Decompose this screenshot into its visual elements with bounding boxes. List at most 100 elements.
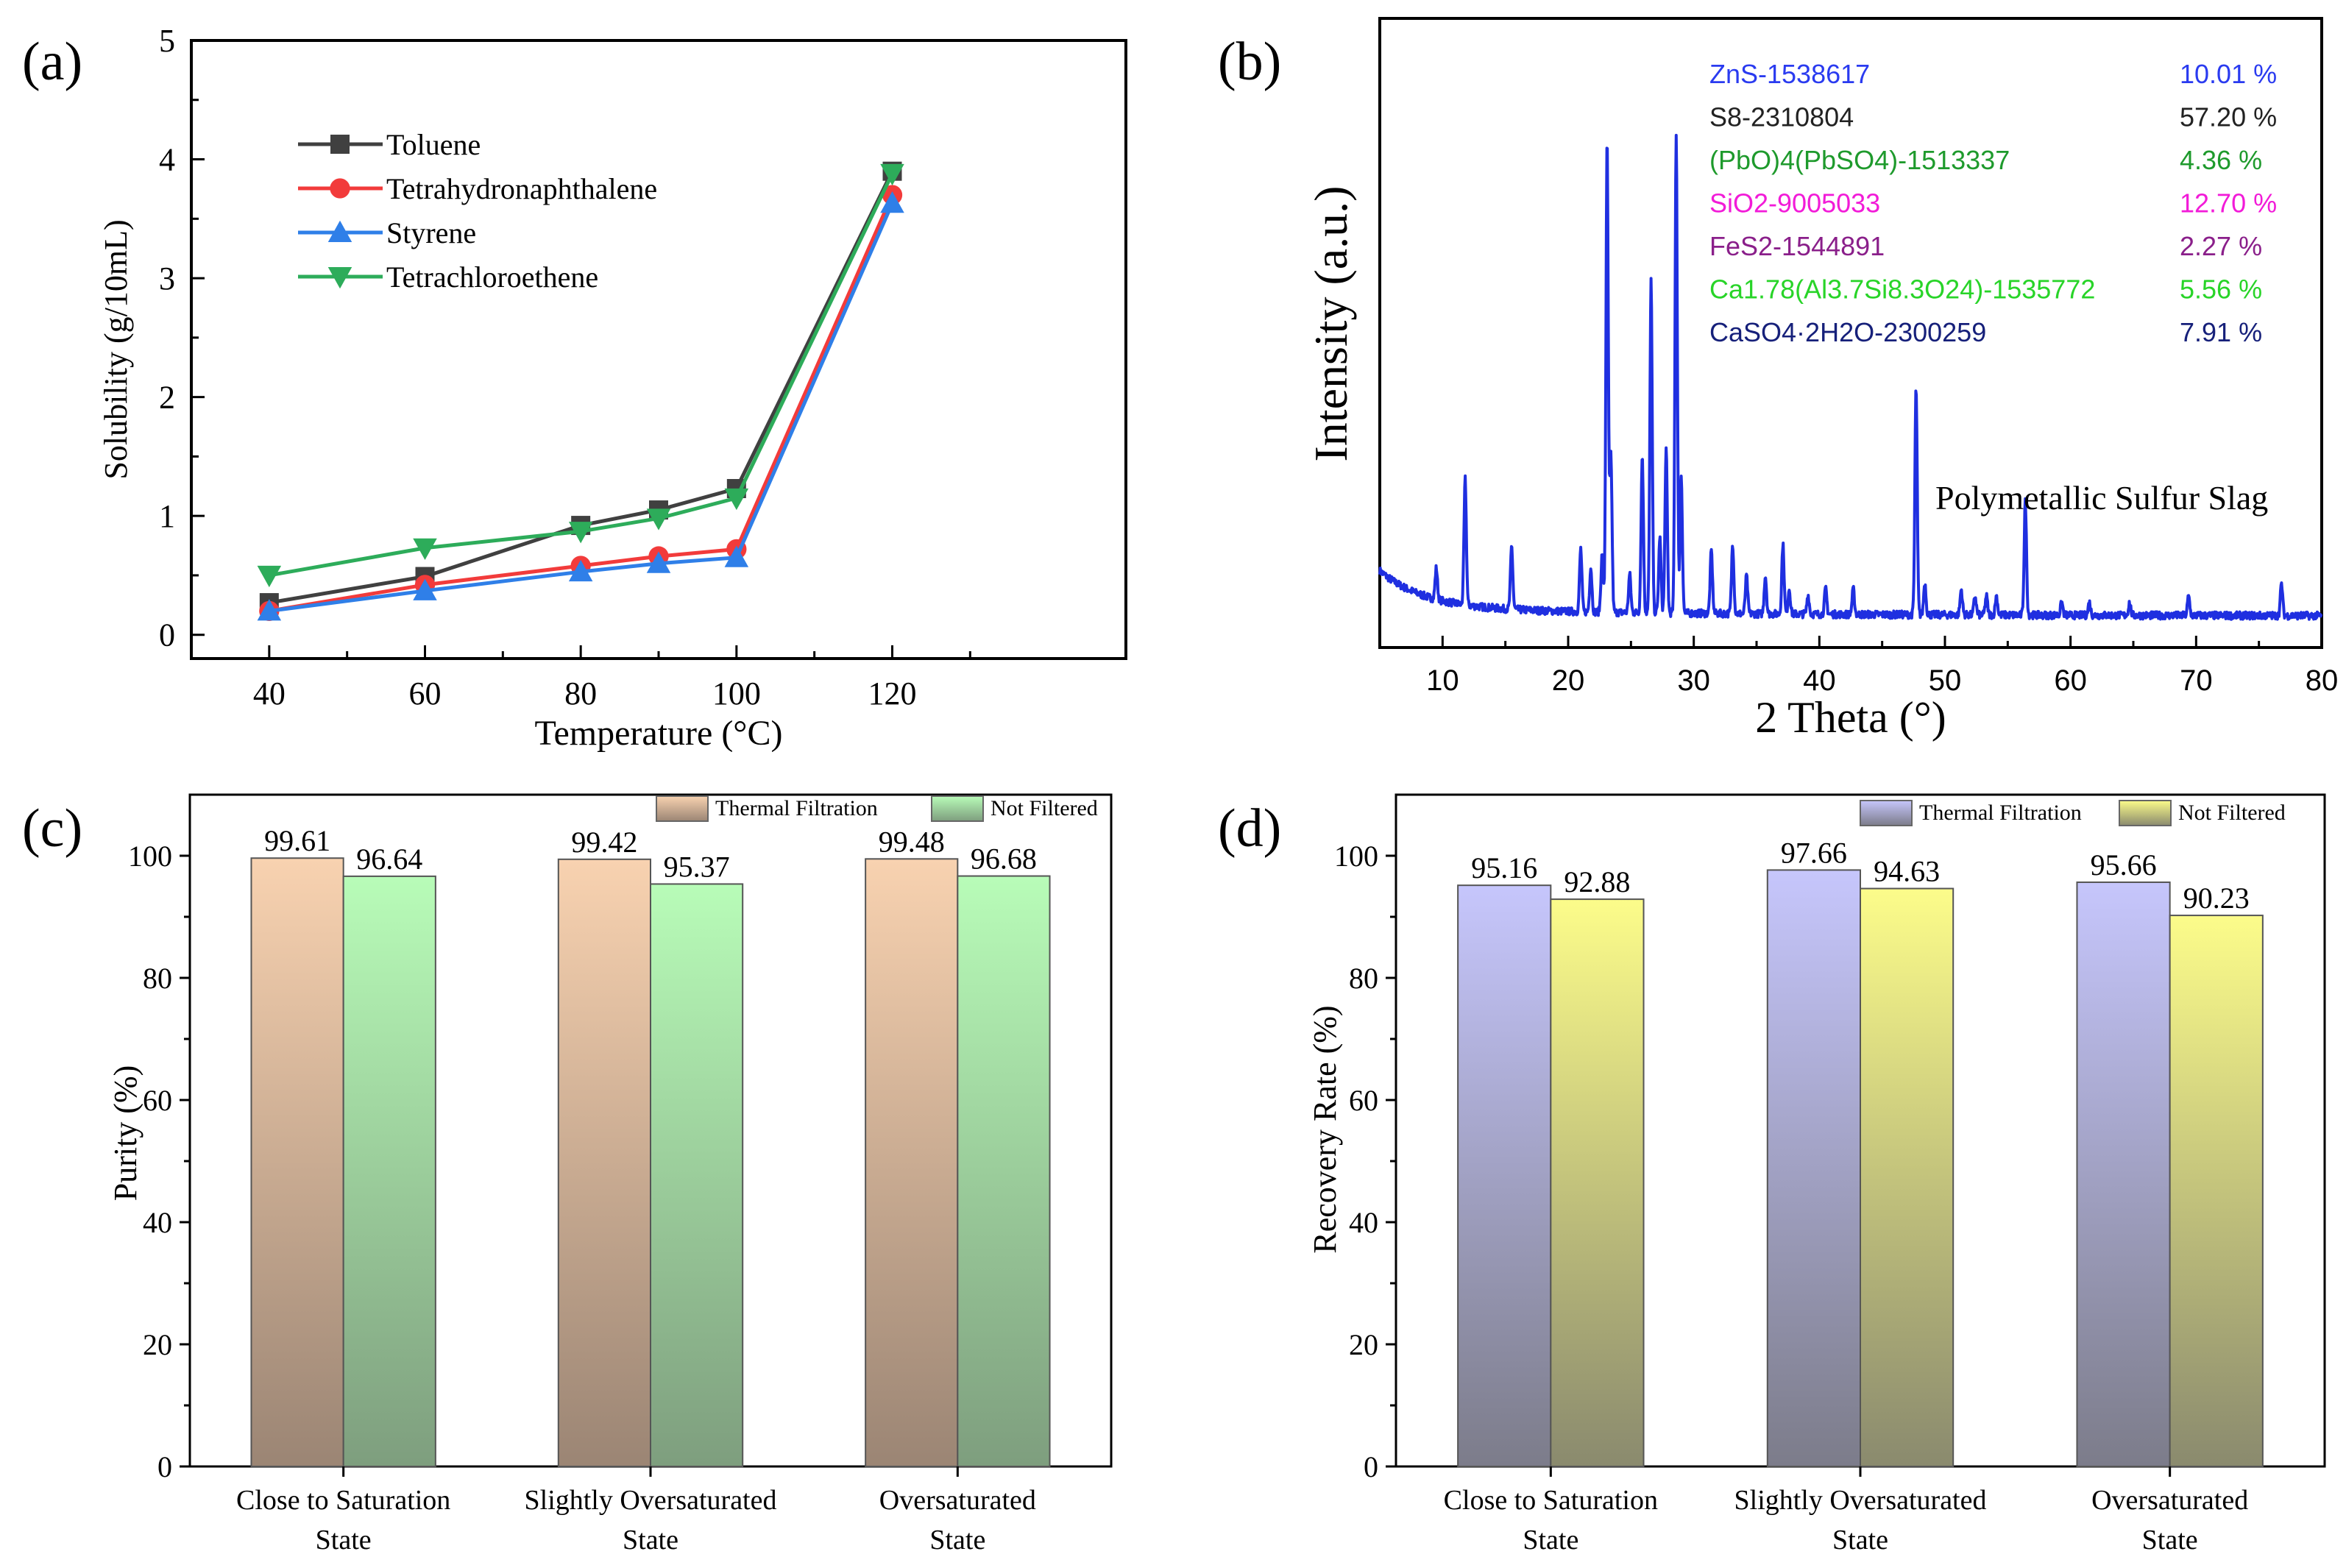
panel-b-label: (b)	[1218, 32, 1281, 92]
bar-value-label: 99.42	[571, 826, 637, 859]
x-tick-label: 120	[868, 675, 917, 712]
bar	[2076, 881, 2171, 1467]
data-point-marker	[646, 508, 671, 531]
phase-label: FeS2-1544891	[1709, 231, 1885, 261]
series-line	[269, 194, 894, 613]
bar-group: 99.48	[865, 825, 959, 1468]
bar-group: 96.64	[342, 842, 436, 1467]
y-tick-label: 80	[1349, 962, 1378, 995]
bar-value-label: 99.61	[264, 824, 330, 857]
data-point-marker	[330, 135, 350, 154]
x-tick-label: 60	[2054, 664, 2087, 697]
bar	[342, 875, 436, 1467]
legend-entry: Tetrahydronaphthalene	[298, 172, 657, 205]
plot-series	[257, 161, 904, 622]
y-axis-label: Recovery Rate (%)	[1307, 1005, 1343, 1253]
phase-list: ZnS-1538617 10.01 % S8-2310804 57.20 % (PbO)…	[1709, 59, 2277, 347]
series-line	[269, 202, 894, 613]
x-tick-label-line1: Slightly Oversaturated	[525, 1485, 777, 1516]
phase-label: SiO2-9005033	[1709, 188, 1880, 219]
phase-percentage: 2.27 %	[2180, 231, 2262, 261]
bar	[957, 875, 1051, 1467]
bar-value-label: 95.37	[664, 850, 730, 883]
x-tick-label: 20	[1552, 664, 1585, 697]
legend: Thermal Filtration Not Filtered	[1860, 800, 2286, 826]
y-tick-label: 0	[157, 1450, 172, 1483]
x-tick-label-line1: Oversaturated	[879, 1485, 1036, 1516]
bar-value-label: 99.48	[879, 825, 945, 858]
x-axis-label: 2 Theta (°)	[1755, 693, 1946, 742]
legend-entry: Tetrachloroethene	[298, 260, 598, 294]
phase-entry: S8-2310804 57.20 %	[1709, 102, 2277, 132]
data-point-marker	[568, 559, 593, 582]
bar	[650, 883, 744, 1467]
bar-group: 99.61	[250, 824, 344, 1468]
legend-swatch	[656, 795, 709, 822]
phase-entry: ZnS-1538617 10.01 %	[1709, 59, 2277, 89]
y-tick-label: 100	[128, 840, 172, 873]
data-point-marker	[413, 578, 437, 600]
y-axis-label: Intensity (a.u.)	[1305, 186, 1357, 462]
y-tick-label: 40	[1349, 1206, 1378, 1239]
phase-entry: Ca1.78(Al3.7Si8.3O24)-1535772 5.56 %	[1709, 274, 2262, 305]
y-tick-label: 60	[1349, 1084, 1378, 1117]
data-point-marker	[568, 522, 593, 544]
x-axis-ticks: 40 60 80 100 120	[253, 645, 971, 712]
legend-entry: Thermal Filtration	[1860, 800, 2082, 826]
phase-percentage: 12.70 %	[2180, 188, 2277, 219]
bar-value-label: 96.64	[356, 842, 422, 876]
legend-entry: Toluene	[298, 128, 481, 161]
legend-swatch	[931, 795, 984, 822]
legend-entry: Styrene	[298, 216, 476, 249]
data-point-marker	[257, 565, 282, 588]
legend-label: Not Filtered	[991, 796, 1098, 820]
data-point-marker	[880, 191, 904, 213]
x-tick-label: 80	[2306, 664, 2339, 697]
x-axis-ticks: Close to Saturation State Slightly Oversat…	[236, 1466, 1036, 1555]
y-tick-label: 80	[143, 962, 172, 995]
x-tick-label: 40	[253, 675, 286, 712]
y-axis-ticks: 0 20 40 60 80 100	[1334, 840, 1396, 1483]
data-point-marker	[724, 545, 749, 567]
y-tick-label: 40	[143, 1206, 172, 1239]
panel-d-chart: 95.16 92.88 97.66 94.63 95.66 90.23 0 20 40 60 80…	[1307, 793, 2326, 1555]
bar	[250, 857, 344, 1468]
phase-percentage: 5.56 %	[2180, 274, 2262, 305]
legend-label: Thermal Filtration	[1919, 801, 2082, 825]
bar-group: 95.37	[650, 850, 744, 1467]
y-tick-label: 20	[1349, 1328, 1378, 1361]
y-tick-label: 100	[1334, 840, 1378, 873]
x-tick-label: 50	[1929, 664, 1962, 697]
x-tick-label: 10	[1426, 664, 1459, 697]
panel-c-label: (c)	[22, 798, 82, 859]
series-tetrachloroethene	[257, 163, 904, 588]
x-tick-label: 80	[564, 675, 597, 712]
phase-entry: SiO2-9005033 12.70 %	[1709, 188, 2277, 219]
x-tick-label: 60	[409, 675, 442, 712]
legend-swatch	[2119, 800, 2172, 826]
phase-entry: CaSO4·2H2O-2300259 7.91 %	[1709, 317, 2262, 347]
y-axis-ticks: 0 1 2 3 4 5	[159, 23, 205, 653]
legend-entry: Thermal Filtration	[656, 795, 878, 822]
bars: 95.16 92.88 97.66 94.63 95.66 90.23	[1457, 836, 2264, 1468]
x-tick-label-line2: State	[929, 1525, 985, 1555]
phase-percentage: 57.20 %	[2180, 102, 2277, 132]
phase-label: Ca1.78(Al3.7Si8.3O24)-1535772	[1709, 274, 2095, 305]
x-tick-label: 30	[1677, 664, 1710, 697]
legend-label: Tetrachloroethene	[386, 260, 598, 294]
phase-entry: (PbO)4(PbSO4)-1513337 4.36 %	[1709, 145, 2262, 175]
series-line	[269, 170, 894, 605]
bar-group: 90.23	[2169, 881, 2264, 1467]
y-tick-label: 20	[143, 1328, 172, 1361]
legend-entry: Not Filtered	[931, 795, 1098, 822]
x-tick-label: 40	[1803, 664, 1836, 697]
phase-label: ZnS-1538617	[1709, 59, 1870, 89]
y-tick-label: 0	[1364, 1450, 1378, 1483]
x-tick-label: 100	[712, 675, 761, 712]
data-point-marker	[880, 163, 904, 186]
phase-percentage: 4.36 %	[2180, 145, 2262, 175]
phase-percentage: 10.01 %	[2180, 59, 2277, 89]
y-axis-ticks: 0 20 40 60 80 100	[128, 840, 190, 1483]
bar-group: 99.42	[557, 826, 651, 1467]
bar-value-label: 97.66	[1781, 836, 1847, 869]
